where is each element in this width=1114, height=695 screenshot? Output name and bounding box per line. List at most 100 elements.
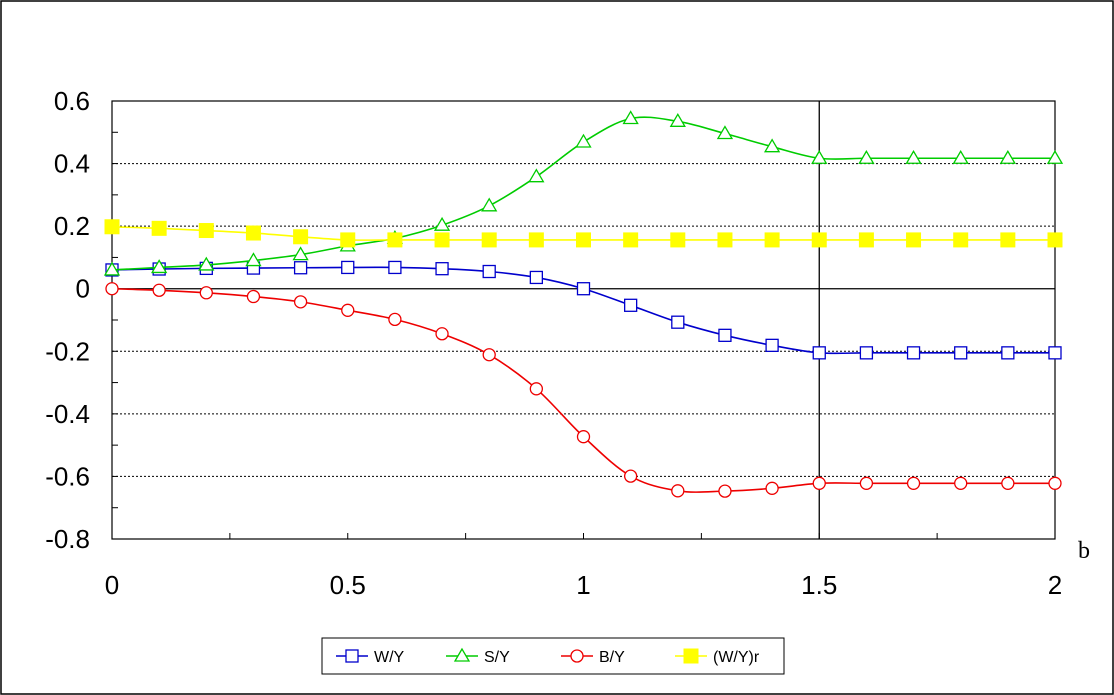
data-point-w-y-r — [434, 232, 450, 248]
data-point-w-y-r — [1000, 232, 1016, 248]
data-point-s-y — [481, 197, 498, 212]
data-point-s-y — [528, 168, 545, 183]
y-tick-label: 0 — [76, 274, 90, 304]
data-point-b-y — [435, 327, 449, 341]
data-point-w-y-r — [245, 225, 261, 241]
x-tick-label: 1 — [576, 570, 590, 600]
data-point-w-y-r — [151, 220, 167, 236]
data-point-s-y — [198, 256, 215, 271]
data-point-s-y — [716, 125, 734, 140]
data-point-b-y — [482, 348, 496, 362]
data-point-s-y — [575, 133, 592, 148]
data-point-s-y — [433, 216, 451, 231]
data-point-w-y — [954, 346, 968, 360]
x-tick-label: 2 — [1048, 570, 1062, 600]
data-point-w-y-r — [906, 232, 922, 248]
data-point-b-y — [1001, 476, 1015, 490]
data-point-w-y — [765, 338, 779, 352]
data-point-s-y — [811, 149, 828, 164]
legend-marker-b-y — [570, 649, 584, 663]
legend: W/Y S/Y B/Y (W/Y)r — [321, 637, 785, 675]
data-point-w-y-r — [104, 219, 120, 235]
data-point-w-y-r — [811, 232, 827, 248]
data-point-w-y — [1001, 346, 1015, 360]
data-point-s-y — [999, 149, 1016, 164]
data-point-w-y-r — [198, 223, 214, 239]
data-point-b-y — [906, 476, 921, 490]
data-point-w-y — [624, 298, 638, 312]
legend-marker-w-y-r — [683, 648, 699, 664]
data-point-w-y — [671, 315, 685, 329]
data-point-w-y-r — [528, 232, 544, 248]
data-point-s-y — [622, 110, 639, 125]
data-point-w-y-r — [764, 232, 780, 248]
data-point-w-y-r — [481, 232, 497, 248]
data-point-w-y — [1048, 346, 1062, 360]
x-axis-label: b — [1078, 538, 1090, 564]
data-point-s-y — [245, 252, 262, 267]
data-point-b-y — [624, 469, 638, 483]
data-point-s-y — [1046, 149, 1064, 164]
legend-marker-s-y — [453, 647, 471, 662]
data-point-w-y-r — [953, 232, 969, 248]
legend-label-w-y-r: (W/Y)r — [713, 649, 760, 666]
data-point-b-y — [152, 283, 166, 297]
data-point-s-y — [858, 149, 875, 164]
data-point-b-y — [341, 303, 355, 317]
data-point-w-y — [812, 346, 826, 360]
data-point-w-y — [718, 328, 732, 342]
data-point-w-y — [293, 261, 308, 275]
data-point-w-y — [529, 270, 543, 285]
plot-area: -0.8 -0.6 -0.4 -0.2 0 0.2 0.4 0.6 0 0.5 1 1.5 2 — [45, 86, 1064, 600]
data-point-b-y — [954, 476, 968, 490]
data-point-b-y — [246, 289, 261, 304]
data-point-b-y — [576, 430, 591, 444]
data-point-s-y — [905, 149, 922, 164]
data-point-w-y — [906, 346, 921, 360]
data-point-w-y-r — [717, 232, 733, 248]
x-tick-label: 0.5 — [330, 570, 366, 600]
data-point-b-y — [1048, 476, 1062, 490]
data-point-w-y — [341, 260, 355, 275]
data-point-w-y-r — [858, 232, 874, 248]
x-tick-label: 0 — [105, 570, 119, 600]
data-point-w-y-r — [576, 232, 591, 248]
y-tick-label: 0.4 — [54, 149, 90, 179]
data-point-w-y-r — [623, 232, 639, 248]
data-point-b-y — [812, 476, 826, 490]
data-point-b-y — [293, 295, 308, 309]
data-point-w-y-r — [1047, 232, 1063, 248]
y-tick-label: 0.6 — [54, 86, 90, 116]
data-point-s-y — [763, 138, 781, 153]
data-point-b-y — [388, 312, 402, 327]
data-point-b-y — [718, 484, 732, 498]
data-point-s-y — [151, 259, 168, 274]
legend-label-b-y: B/Y — [599, 649, 625, 666]
data-point-w-y-r — [670, 232, 686, 248]
y-tick-label: -0.8 — [45, 524, 90, 554]
data-point-b-y — [671, 484, 685, 498]
legend-marker-w-y — [345, 649, 359, 663]
data-point-b-y — [765, 481, 779, 495]
data-point-s-y — [669, 113, 686, 127]
data-point-b-y — [105, 282, 119, 296]
data-point-w-y-r — [340, 232, 356, 248]
x-tick-label: 1.5 — [801, 570, 837, 600]
y-tick-label: -0.2 — [45, 336, 90, 366]
y-tick-label: 0.2 — [54, 211, 90, 241]
data-point-w-y — [388, 260, 402, 275]
data-point-w-y — [576, 282, 591, 296]
data-point-b-y — [859, 476, 874, 490]
data-point-w-y — [435, 262, 449, 276]
data-point-w-y — [859, 346, 874, 360]
data-point-s-y — [952, 149, 969, 164]
y-tick-label: -0.6 — [45, 461, 90, 491]
data-point-s-y — [292, 246, 309, 261]
data-point-w-y-r — [293, 229, 309, 245]
legend-label-w-y: W/Y — [374, 649, 405, 666]
data-point-b-y — [529, 382, 543, 396]
data-point-w-y — [482, 264, 496, 279]
y-tick-label: -0.4 — [45, 399, 90, 429]
